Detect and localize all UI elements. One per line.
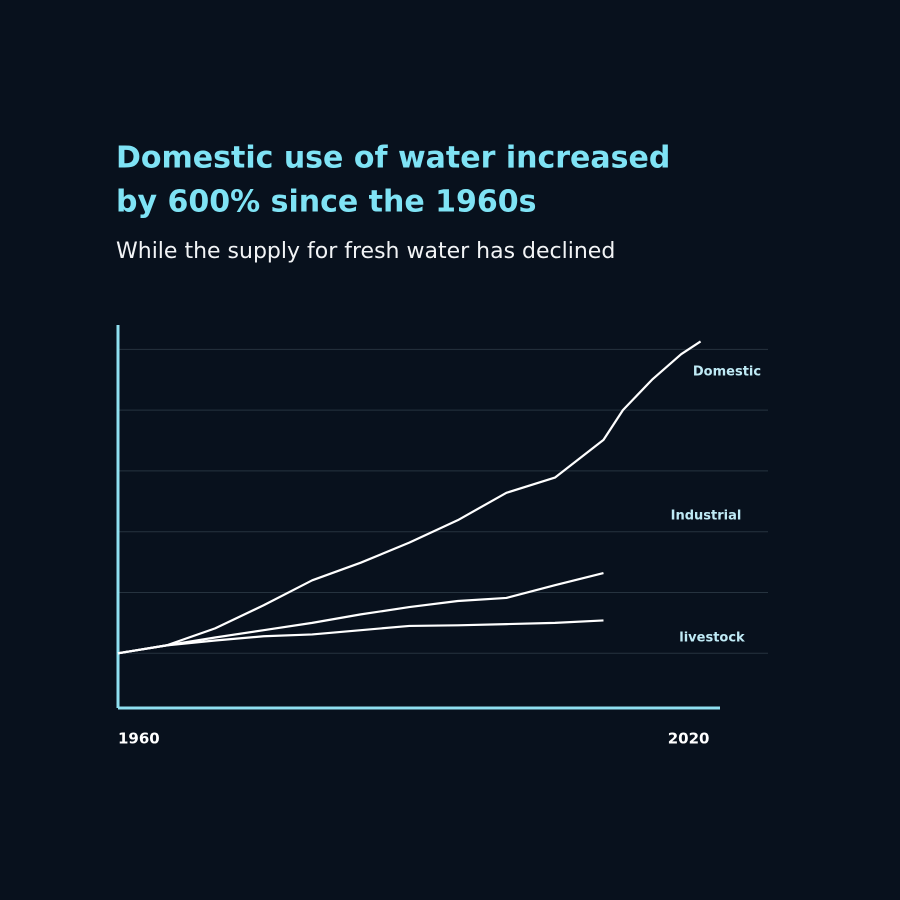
series-label: Industrial — [671, 509, 742, 524]
chart-title: Domestic use of water increased — [116, 141, 670, 176]
series-line — [118, 536, 701, 653]
chart-title: by 600% since the 1960s — [116, 185, 537, 220]
chart-subtitle: While the supply for fresh water has dec… — [116, 239, 615, 264]
series-label: Domestic — [693, 365, 761, 380]
x-tick-label: 2020 — [668, 730, 710, 748]
series-line — [118, 616, 701, 653]
series-line — [117, 340, 702, 655]
series-label: livestock — [679, 631, 745, 646]
x-tick-label: 1960 — [118, 730, 160, 748]
